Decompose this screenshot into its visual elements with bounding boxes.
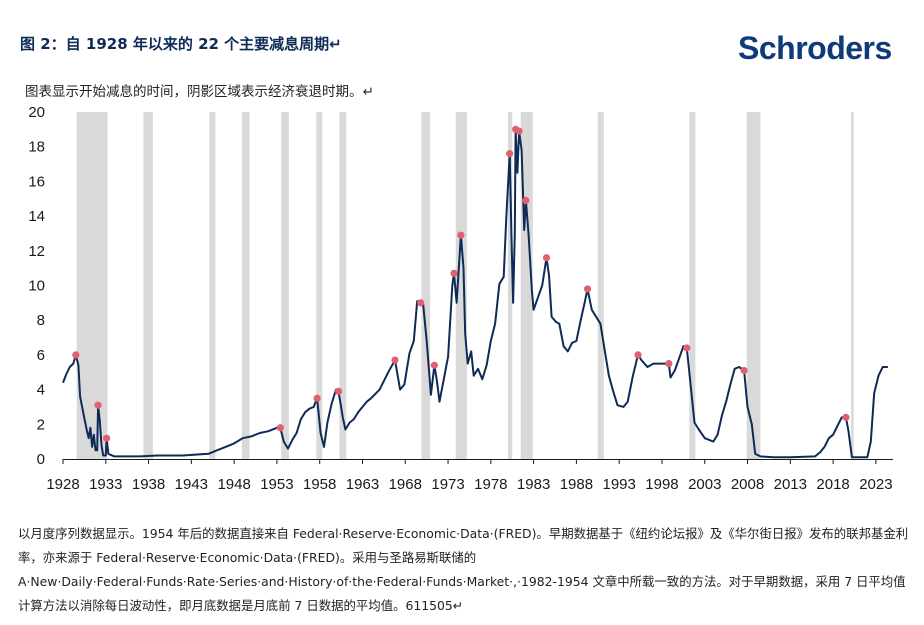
y-tick-label: 2 bbox=[37, 416, 45, 433]
figure-title: 图 2：自 1928 年以来的 22 个主要减息周期↵ bbox=[20, 35, 342, 53]
cut-start-marker-20 bbox=[740, 366, 748, 375]
x-axis-ticks: 1928 1933 1938 1943 1948 1953 1958 1963 1968 1973… bbox=[46, 459, 893, 493]
schroders-logo: Schroders bbox=[738, 30, 892, 66]
x-tick-label: 1958 bbox=[303, 476, 336, 493]
x-tick-label: 2013 bbox=[774, 476, 807, 493]
recession-bands bbox=[76, 112, 854, 459]
y-tick-label: 18 bbox=[28, 139, 45, 156]
recession-band-4 bbox=[281, 112, 289, 459]
cut-start-marker-8 bbox=[430, 361, 438, 369]
recession-band-5 bbox=[316, 112, 323, 459]
x-tick-label: 1928 bbox=[46, 476, 79, 493]
x-tick-label: 1973 bbox=[431, 476, 464, 493]
cut-start-marker-10 bbox=[457, 231, 465, 239]
cut-start-marker-6 bbox=[391, 356, 399, 364]
x-tick-label: 2003 bbox=[688, 476, 721, 493]
y-axis-ticks: 0 2 4 6 8 10 12 14 16 18 20 bbox=[28, 104, 45, 468]
x-tick-label: 1968 bbox=[389, 476, 422, 493]
x-tick-label: 1983 bbox=[517, 476, 550, 493]
cut-start-marker-3 bbox=[276, 424, 284, 432]
cut-start-marker-13 bbox=[515, 127, 523, 135]
x-tick-label: 1953 bbox=[260, 476, 293, 493]
x-tick-label: 1943 bbox=[175, 476, 208, 493]
y-tick-label: 0 bbox=[37, 451, 45, 468]
recession-band-10 bbox=[520, 112, 533, 459]
cut-start-marker-9 bbox=[450, 269, 458, 277]
cut-start-marker-2 bbox=[103, 434, 111, 442]
fed-funds-rate-line bbox=[62, 128, 888, 459]
y-tick-label: 10 bbox=[28, 278, 45, 295]
x-tick-label: 1933 bbox=[89, 476, 122, 493]
x-tick-label: 1948 bbox=[217, 476, 250, 493]
recession-band-2 bbox=[209, 112, 216, 459]
chart-subtitle: 图表显示开始减息的时间，阴影区域表示经济衰退时期。↵ bbox=[25, 84, 374, 100]
cut-start-marker-14 bbox=[522, 196, 530, 205]
recession-band-6 bbox=[339, 112, 347, 459]
cut-start-marker-7 bbox=[417, 299, 425, 307]
x-tick-label: 1988 bbox=[560, 476, 593, 493]
chart-footnote: 以月度序列数据显示。1954 年后的数据直接来自 Federal·Reserve… bbox=[18, 526, 909, 613]
cut-start-marker-16 bbox=[583, 285, 592, 293]
recession-band-1 bbox=[143, 112, 153, 459]
cut-start-marker-5 bbox=[334, 387, 343, 395]
cut-start-markers bbox=[72, 125, 850, 442]
recession-band-8 bbox=[455, 112, 467, 459]
cut-start-marker-11 bbox=[506, 150, 514, 158]
cut-start-marker-19 bbox=[683, 344, 691, 352]
cut-start-marker-18 bbox=[665, 359, 673, 368]
x-tick-label: 2008 bbox=[731, 476, 764, 493]
cut-start-marker-4 bbox=[313, 394, 321, 402]
x-tick-label: 1998 bbox=[645, 476, 678, 493]
y-tick-label: 6 bbox=[37, 347, 45, 364]
x-tick-label: 1993 bbox=[602, 476, 635, 493]
cut-start-marker-1 bbox=[94, 401, 102, 409]
y-tick-label: 20 bbox=[28, 104, 45, 121]
recession-band-9 bbox=[507, 112, 513, 459]
x-tick-label: 1978 bbox=[474, 476, 507, 493]
cut-start-marker-17 bbox=[634, 351, 642, 359]
x-tick-label: 1963 bbox=[346, 476, 379, 493]
x-tick-label: 1938 bbox=[132, 476, 165, 493]
y-tick-label: 16 bbox=[28, 173, 45, 190]
cut-start-marker-21 bbox=[842, 413, 850, 421]
y-tick-label: 14 bbox=[28, 208, 45, 225]
recession-band-14 bbox=[851, 112, 854, 459]
cut-start-marker-15 bbox=[542, 254, 551, 262]
y-tick-label: 4 bbox=[37, 382, 45, 399]
x-tick-label: 2018 bbox=[816, 476, 849, 493]
recession-band-7 bbox=[421, 112, 431, 459]
recession-band-11 bbox=[597, 112, 604, 459]
y-tick-label: 8 bbox=[37, 312, 45, 329]
recession-band-3 bbox=[241, 112, 250, 459]
y-tick-label: 12 bbox=[28, 243, 45, 260]
recession-band-13 bbox=[746, 112, 761, 459]
cut-start-marker-0 bbox=[72, 351, 80, 359]
recession-band-12 bbox=[689, 112, 696, 459]
x-tick-label: 2023 bbox=[859, 476, 892, 493]
